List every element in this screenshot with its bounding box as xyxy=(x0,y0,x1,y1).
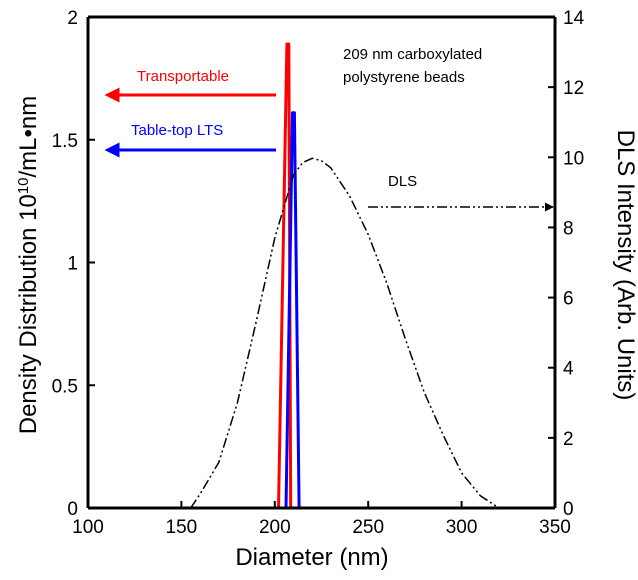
legend-dls: DLS xyxy=(368,173,554,212)
axes-layer xyxy=(86,15,557,510)
x-tick-label-300: 300 xyxy=(446,517,478,538)
legend-label-table-top-lts: Table-top LTS xyxy=(131,122,223,139)
legend-label-dls: DLS xyxy=(388,173,417,190)
x-axis-title: Diameter (nm) xyxy=(235,544,388,571)
y-right-tick-label-10: 10 xyxy=(563,148,584,169)
y-left-tick-label-0: 0 xyxy=(67,499,78,520)
y-right-tick-label-0: 0 xyxy=(563,499,574,520)
legend-transportable: Transportable xyxy=(104,68,276,103)
y-left-tick-label-1: 1 xyxy=(67,254,78,275)
x-tick-label-200: 200 xyxy=(259,517,291,538)
series-line-table-top-lts xyxy=(284,111,301,509)
y-right-tick-label-6: 6 xyxy=(563,289,574,310)
y-right-tick-label-8: 8 xyxy=(563,218,574,239)
y-left-tick-label-1.5: 1.5 xyxy=(52,131,78,152)
y-axis-title-left-main: Density Distribution 10 xyxy=(15,194,42,434)
y-left-tick-label-0.5: 0.5 xyxy=(52,376,78,397)
y-axis-title-left-exponent: 10 xyxy=(15,177,32,194)
y-right-tick-label-4: 4 xyxy=(563,359,574,380)
annotation-line-1: 209 nm carboxylated xyxy=(343,46,482,63)
x-tick-label-250: 250 xyxy=(352,517,384,538)
legend-label-transportable: Transportable xyxy=(137,68,229,85)
y-right-tick-label-2: 2 xyxy=(563,429,574,450)
y-axis-title-left: Density Distribution 1010/mL•nm xyxy=(15,96,43,435)
x-tick-label-150: 150 xyxy=(166,517,198,538)
series-line-dls xyxy=(190,157,500,509)
y-right-tick-label-12: 12 xyxy=(563,78,584,99)
legend-table-top-lts: Table-top LTS xyxy=(104,122,276,158)
x-tick-label-350: 350 xyxy=(539,517,571,538)
y-axis-title-left-unit: /mL•nm xyxy=(15,96,42,178)
x-tick-label-100: 100 xyxy=(72,517,104,538)
y-right-tick-label-14: 14 xyxy=(563,8,585,29)
series-layer xyxy=(190,42,500,509)
y-left-tick-label-2: 2 xyxy=(67,8,78,29)
y-axis-title-right: DLS Intensity (Arb. Units) xyxy=(612,130,638,401)
annotation-line-2: polystyrene beads xyxy=(343,69,465,86)
